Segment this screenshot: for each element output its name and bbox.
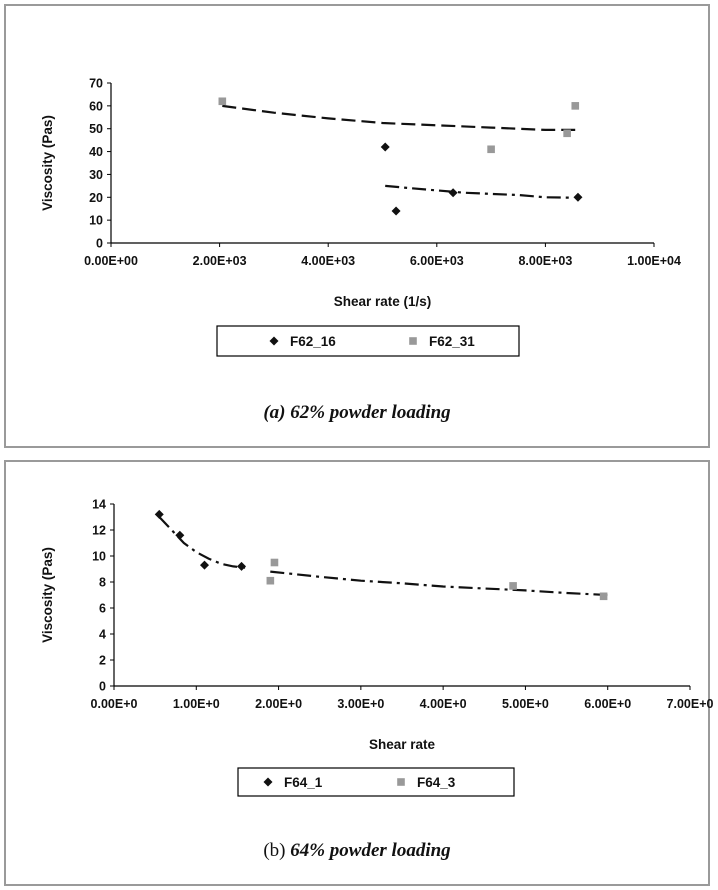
chart-a-point-F62_16 [573, 192, 583, 202]
chart-b-x-tick-label: 7.00E+0 [667, 697, 714, 711]
chart-a-legend-label-F62_16: F62_16 [290, 334, 336, 349]
chart-a-y-tick-label: 10 [89, 214, 103, 228]
chart-b-legend-label-F64_3: F64_3 [417, 775, 456, 790]
chart-b-point-F64_1 [237, 561, 247, 571]
chart-b-y-tick-label: 8 [99, 576, 106, 590]
chart-b-x-tick-label: 2.00E+0 [255, 697, 302, 711]
chart-a-point-F62_31 [218, 97, 227, 106]
chart-a-svg: 0 10 20 30 40 50 60 70 0.00E+00 2.00E+03 4.00E+03 6… [40, 77, 681, 357]
chart-b-x-tick-label: 5.00E+0 [502, 697, 549, 711]
chart-a-point-F62_16 [380, 142, 390, 152]
chart-a-y-tick-label: 60 [89, 99, 103, 113]
chart-panel-b: 0 2 4 6 8 10 12 14 0.00E+0 1.00E+0 2.00E+0 3.00E+0 4… [4, 460, 714, 886]
chart-a-y-axis-title: Viscosity (Pas) [40, 115, 55, 211]
caption-b-emphasis: 64% powder loading [290, 840, 451, 861]
chart-b-y-tick-label: 10 [92, 550, 106, 564]
chart-a-x-tick-label: 4.00E+03 [301, 254, 355, 268]
chart-a-legend-box [216, 325, 520, 357]
chart-a-point-F62_31 [487, 145, 495, 154]
chart-b-legend-box [237, 767, 515, 797]
chart-b-legend-marker-F64_3 [397, 778, 405, 786]
chart-b-trendline-F64_3 [270, 570, 608, 597]
caption-b-prefix: (b) [263, 840, 291, 861]
chart-b-point-F64_3 [509, 582, 517, 590]
chart-a-y-tick-label: 20 [89, 191, 103, 205]
chart-a-x-axis-title: Shear rate (1/s) [334, 294, 432, 309]
chart-a-y-tick-label: 70 [89, 77, 103, 91]
chart-a-point-F62_16 [448, 188, 458, 198]
chart-b-y-tick-label: 6 [99, 602, 106, 616]
chart-a-legend-marker-F62_31 [409, 337, 417, 345]
chart-b-y-tick-label: 0 [99, 680, 106, 694]
chart-a-trendline-F62_31 [222, 104, 578, 132]
chart-b-legend-marker-F64_1 [263, 777, 273, 787]
chart-a-x-tick-label: 6.00E+03 [410, 254, 464, 268]
chart-b-x-tick-label: 6.00E+0 [584, 697, 631, 711]
chart-b-point-F64_3 [266, 576, 275, 585]
chart-a-x-tick-label: 0.00E+00 [84, 254, 138, 268]
chart-a-legend-marker-F62_16 [269, 336, 279, 346]
chart-a-x-tick-label: 2.00E+03 [193, 254, 247, 268]
chart-b-point-F64_3 [599, 592, 608, 601]
chart-b-x-tick-label: 0.00E+0 [91, 697, 138, 711]
chart-b-trendline-F64_1 [158, 516, 246, 569]
chart-a-legend-label-F62_31: F62_31 [429, 334, 475, 349]
chart-b-x-tick-label: 3.00E+0 [337, 697, 384, 711]
chart-b-y-tick-label: 4 [99, 628, 106, 642]
chart-a-trendline-F62_16 [385, 184, 573, 199]
chart-a-point-F62_16 [391, 206, 401, 216]
chart-b-point-F64_1 [175, 530, 185, 540]
chart-a-point-F62_31 [571, 102, 580, 110]
caption-a: (a) 62% powder loading [6, 402, 708, 424]
chart-a-x-tick-label: 1.00E+04 [627, 254, 681, 268]
chart-a-y-tick-label: 30 [89, 168, 103, 182]
chart-b-point-F64_3 [270, 558, 279, 567]
chart-b-x-tick-label: 4.00E+0 [420, 697, 467, 711]
chart-b-y-tick-label: 14 [92, 498, 106, 512]
chart-b-x-axis-title: Shear rate [369, 737, 436, 752]
chart-b-point-F64_1 [200, 560, 210, 570]
chart-a-y-tick-label: 0 [96, 237, 103, 251]
caption-a-text: (a) 62% powder loading [263, 402, 451, 423]
chart-a-point-F62_31 [563, 129, 571, 138]
chart-b-x-tick-label: 1.00E+0 [173, 697, 220, 711]
chart-a-y-tick-label: 50 [89, 122, 103, 136]
chart-a-x-tick-label: 8.00E+03 [518, 254, 572, 268]
chart-panel-a: 0 10 20 30 40 50 60 70 0.00E+00 2.00E+03 4.00E+03 6… [4, 4, 710, 448]
chart-b-y-axis-title: Viscosity (Pas) [40, 547, 55, 643]
caption-b: (b) 64% powder loading [6, 840, 708, 862]
chart-a-y-tick-label: 40 [89, 145, 103, 159]
chart-b-svg: 0 2 4 6 8 10 12 14 0.00E+0 1.00E+0 2.00E+0 3.00E+0 4… [40, 498, 714, 797]
chart-b-y-tick-label: 12 [92, 524, 106, 538]
chart-b-y-tick-label: 2 [99, 654, 106, 668]
chart-b-point-F64_1 [154, 509, 164, 519]
chart-b-legend-label-F64_1: F64_1 [284, 775, 323, 790]
